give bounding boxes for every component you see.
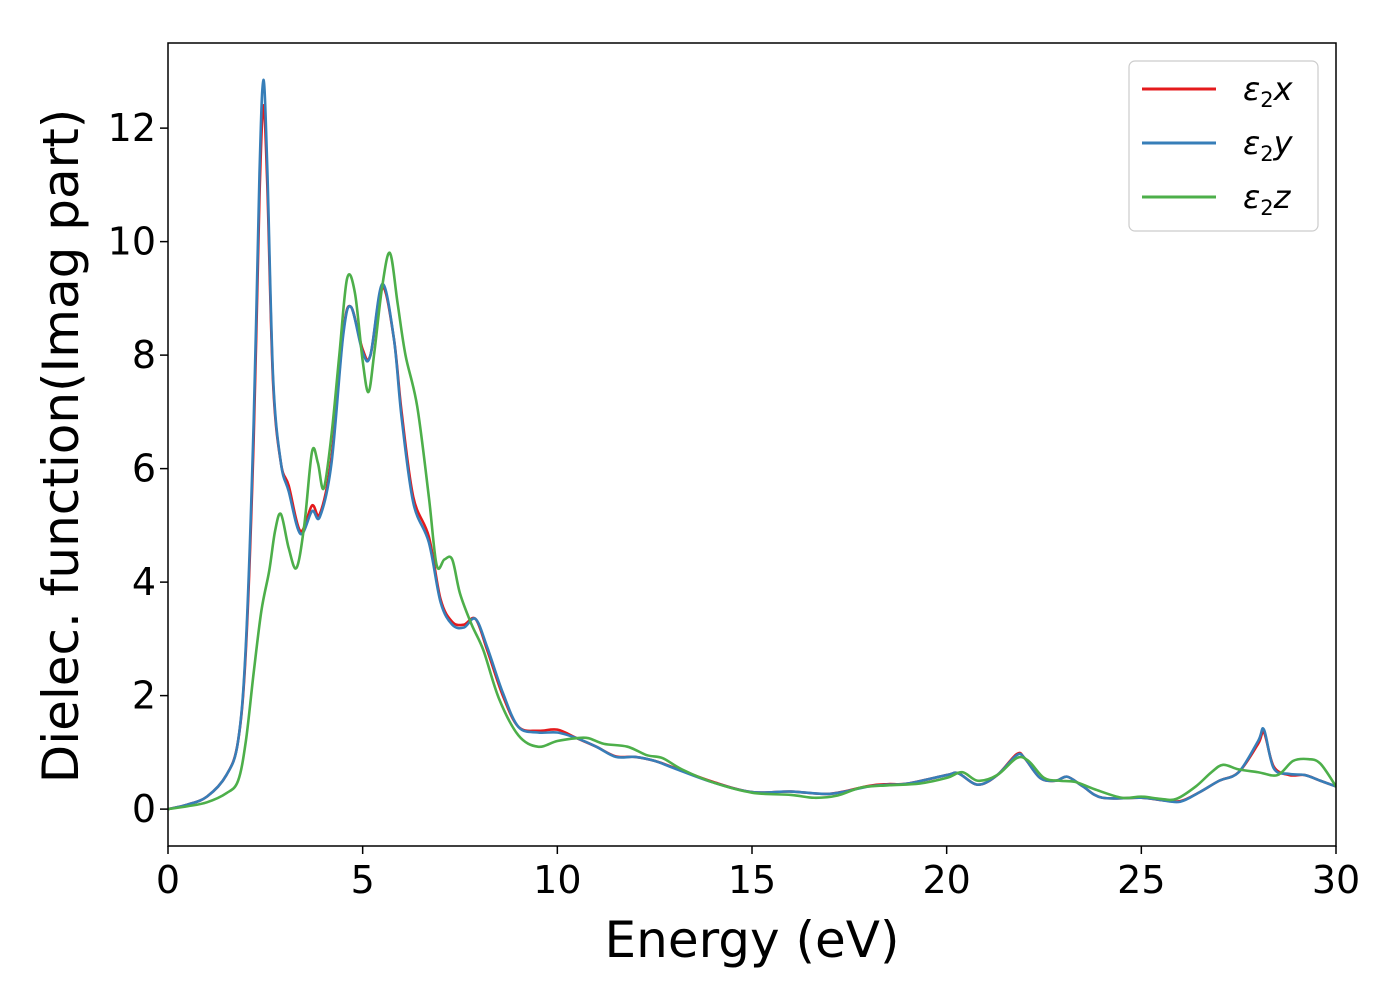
y-tick-label: 4 bbox=[132, 560, 156, 604]
x-tick-label: 30 bbox=[1312, 858, 1360, 902]
x-axis: 0 5 10 15 20 25 30 bbox=[156, 846, 1360, 902]
y-tick-label: 8 bbox=[132, 333, 156, 377]
y-tick-label: 10 bbox=[108, 220, 156, 264]
legend-label-z: ε2z bbox=[1243, 178, 1292, 220]
x-tick-label: 25 bbox=[1117, 858, 1165, 902]
y-tick-label: 12 bbox=[108, 106, 156, 150]
x-tick-label: 10 bbox=[533, 858, 581, 902]
y-axis-label: Dielec. function(Imag part) bbox=[32, 109, 90, 784]
y-axis: 0 2 4 6 8 10 12 bbox=[108, 106, 168, 831]
y-tick-label: 2 bbox=[132, 674, 156, 718]
x-tick-label: 0 bbox=[156, 858, 180, 902]
legend-label-y: ε2y bbox=[1243, 124, 1294, 166]
legend-label-x: ε2x bbox=[1243, 70, 1294, 112]
x-tick-label: 5 bbox=[351, 858, 375, 902]
y-tick-label: 6 bbox=[132, 447, 156, 491]
x-tick-label: 20 bbox=[922, 858, 970, 902]
x-tick-label: 15 bbox=[728, 858, 776, 902]
series-line-z bbox=[168, 251, 1336, 811]
x-axis-label: Energy (eV) bbox=[605, 911, 900, 969]
y-tick-label: 0 bbox=[132, 787, 156, 831]
legend-box bbox=[1128, 60, 1319, 232]
series-layer bbox=[168, 78, 1336, 811]
legend: ε2x ε2y ε2z bbox=[1128, 60, 1319, 232]
